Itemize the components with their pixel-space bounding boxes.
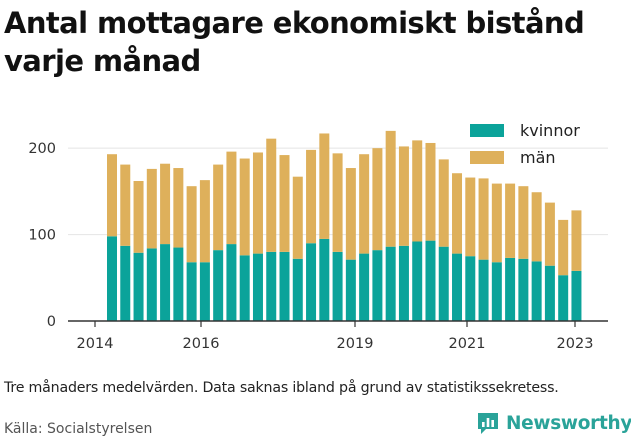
legend: kvinnor män: [470, 121, 580, 167]
bar-män-34: [558, 219, 569, 276]
bar-män-9: [226, 151, 237, 245]
bar-män-25: [438, 159, 449, 247]
bar-kvinnor-18: [345, 259, 356, 321]
bar-kvinnor-21: [385, 246, 396, 321]
bar-män-20: [372, 148, 383, 251]
bar-män-30: [505, 183, 516, 258]
bar-kvinnor-19: [359, 253, 370, 321]
bar-män-4: [160, 163, 171, 245]
bar-kvinnor-8: [213, 250, 224, 321]
bar-män-16: [319, 133, 330, 239]
bar-kvinnor-31: [518, 258, 529, 321]
bar-män-22: [398, 146, 409, 246]
bar-män-6: [186, 186, 197, 263]
bar-män-14: [292, 176, 303, 259]
bar-män-13: [279, 155, 290, 252]
legend-label-män: män: [520, 148, 556, 167]
bar-män-1: [120, 164, 131, 246]
bar-kvinnor-29: [491, 262, 502, 321]
bar-män-0: [107, 154, 117, 237]
newsworthy-logo-icon: [478, 413, 498, 434]
y-axis-ticks: 0 100 200: [28, 141, 56, 330]
bar-kvinnor-30: [505, 257, 516, 321]
bar-kvinnor-5: [173, 247, 184, 321]
bar-män-12: [266, 138, 277, 252]
bar-kvinnor-14: [292, 258, 303, 321]
bar-män-35: [571, 210, 582, 271]
y-tick-label-100: 100: [28, 228, 56, 244]
chart-title: Antal mottagare ekonomiskt bistånd varje…: [4, 6, 585, 78]
bar-män-26: [452, 173, 463, 254]
bar-män-5: [173, 168, 184, 248]
bar-kvinnor-7: [199, 262, 210, 321]
bar-män-3: [146, 168, 157, 249]
y-tick-label-200: 200: [28, 141, 56, 157]
bar-kvinnor-15: [306, 243, 317, 321]
bar-kvinnor-35: [571, 270, 582, 321]
x-tick-label-2021: 2021: [449, 336, 486, 352]
bar-kvinnor-32: [531, 261, 542, 321]
bar-kvinnor-9: [226, 244, 237, 321]
bar-män-2: [133, 180, 144, 253]
footnote: Tre månaders medelvärden. Data saknas ib…: [4, 380, 559, 396]
legend-swatch-män: [470, 151, 504, 164]
x-tick-label-2016: 2016: [183, 336, 220, 352]
bar-kvinnor-12: [266, 251, 277, 321]
bar-män-32: [531, 192, 542, 262]
bar-män-18: [345, 168, 356, 260]
bar-män-7: [199, 180, 210, 263]
bar-män-11: [252, 152, 263, 254]
bar-kvinnor-27: [465, 256, 476, 321]
source-credit: Källa: Socialstyrelsen: [4, 421, 153, 437]
bar-män-29: [491, 183, 502, 263]
x-tick-label-2014: 2014: [77, 336, 114, 352]
bar-män-8: [213, 164, 224, 251]
bar-kvinnor-33: [544, 265, 555, 321]
bar-män-15: [306, 149, 317, 244]
bar-kvinnor-16: [319, 238, 330, 321]
legend-swatch-kvinnor: [470, 124, 504, 137]
legend-label-kvinnor: kvinnor: [520, 121, 580, 140]
bar-kvinnor-4: [160, 244, 171, 321]
bar-män-24: [425, 142, 436, 241]
brand-name: Newsworthy: [506, 412, 631, 434]
bar-kvinnor-17: [332, 251, 343, 321]
bars: [107, 130, 582, 321]
y-tick-label-0: 0: [47, 314, 56, 330]
bar-män-31: [518, 186, 529, 259]
bar-kvinnor-13: [279, 251, 290, 321]
bar-kvinnor-25: [438, 246, 449, 321]
bar-män-17: [332, 153, 343, 252]
bar-kvinnor-11: [252, 253, 263, 321]
bar-män-19: [359, 154, 370, 254]
bar-kvinnor-2: [133, 252, 144, 321]
x-axis-ticks: 2014 2016 2019 2021 2023: [77, 321, 594, 352]
bar-kvinnor-24: [425, 240, 436, 321]
bar-män-27: [465, 177, 476, 257]
bar-kvinnor-22: [398, 245, 409, 321]
bar-kvinnor-28: [478, 259, 489, 321]
bar-kvinnor-0: [107, 236, 117, 321]
bar-kvinnor-23: [412, 241, 423, 321]
bar-kvinnor-1: [120, 245, 131, 321]
x-tick-label-2023: 2023: [557, 336, 594, 352]
x-tick-label-2019: 2019: [337, 336, 374, 352]
bar-män-23: [412, 140, 423, 242]
stacked-bar-chart: 0 100 200 2014 2016 2019 2021 2023 kvinnor män: [28, 121, 608, 352]
bar-män-28: [478, 178, 489, 260]
bar-män-33: [544, 202, 555, 266]
bar-kvinnor-10: [239, 255, 250, 321]
bar-kvinnor-34: [558, 275, 569, 321]
bar-män-21: [385, 130, 396, 247]
bar-kvinnor-26: [452, 253, 463, 321]
bar-män-10: [239, 158, 250, 256]
brand-logo: Newsworthy: [476, 410, 631, 436]
bar-kvinnor-3: [146, 248, 157, 321]
bar-kvinnor-20: [372, 250, 383, 321]
bar-kvinnor-6: [186, 262, 197, 321]
